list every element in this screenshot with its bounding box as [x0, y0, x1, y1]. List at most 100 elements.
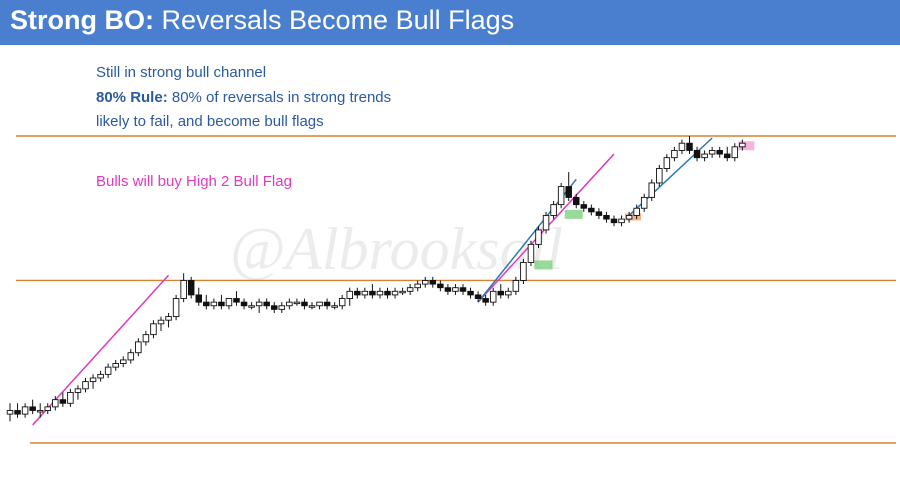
title-bold: Strong BO: [10, 5, 154, 35]
candle-body [323, 301, 331, 307]
candle-body [452, 287, 459, 292]
candle-body [739, 142, 746, 148]
candle-body [97, 373, 104, 379]
candle-body [437, 283, 444, 289]
title-bar [0, 0, 900, 45]
candle-body [157, 319, 165, 325]
candle-body [527, 243, 535, 263]
pink-box [738, 141, 755, 151]
candle-body [82, 381, 89, 390]
candle-body [14, 410, 21, 415]
note-line-1: Still in strong bull channel [96, 64, 267, 81]
candle-body [391, 290, 399, 296]
candle-body [218, 301, 225, 307]
candle-body [263, 301, 270, 307]
candle-body [422, 280, 429, 285]
candle-body [354, 290, 361, 296]
candle-body [640, 196, 648, 209]
candle-body [195, 294, 202, 303]
candle-body [89, 377, 97, 383]
candle-body [240, 301, 248, 307]
candle-body [316, 301, 323, 307]
candle-body [278, 305, 286, 310]
candle-body [384, 290, 391, 296]
candle-body [74, 388, 82, 393]
candle-body [731, 146, 739, 159]
candle-body [482, 298, 489, 303]
candle-body [248, 305, 255, 308]
candle-body [376, 290, 384, 296]
candle-body [127, 352, 135, 361]
candle-body [512, 280, 520, 292]
orange-box [625, 213, 642, 221]
candle-body [595, 211, 603, 216]
candle-body [331, 305, 338, 308]
candle-body [414, 283, 421, 289]
candle-body [497, 290, 505, 296]
candle-body [150, 323, 157, 336]
candle-body [180, 280, 187, 299]
candle-body [693, 149, 701, 159]
candle-body [361, 290, 369, 296]
candle-body [119, 359, 127, 364]
candle-body [369, 290, 376, 296]
page-title: Strong BO: Reversals Become Bull Flags [10, 5, 514, 36]
candle-body [686, 142, 693, 151]
candle-body [444, 287, 452, 292]
candle-body [59, 399, 67, 404]
rule-rest: 80% of reversals in strong trends [167, 89, 392, 106]
candle-body [535, 229, 542, 245]
candle-body [308, 305, 316, 308]
candle-body [724, 153, 731, 159]
candle-body [44, 406, 52, 411]
candle-body [135, 341, 142, 354]
candle-body [6, 410, 14, 415]
candle-body [286, 301, 293, 307]
green-box [534, 260, 553, 270]
candle-body [293, 301, 301, 305]
price-chart [6, 135, 896, 444]
candle-body [565, 186, 572, 198]
candle-body [67, 391, 74, 404]
candle-body [474, 294, 482, 299]
candle-body [21, 406, 29, 415]
candle-body [716, 149, 723, 155]
note-pink: Bulls will buy High 2 Bull Flag [96, 173, 292, 190]
candle-body [580, 204, 588, 209]
candle-body [346, 290, 354, 299]
candle-body [104, 366, 112, 375]
candle-body [399, 290, 406, 294]
candle-body [701, 153, 708, 159]
candle-body [489, 290, 497, 303]
candle-body [187, 280, 195, 296]
candle-body [708, 149, 716, 155]
note-line-3: likely to fail, and become bull flags [96, 113, 324, 130]
candle-body [271, 305, 278, 310]
candle-body [671, 149, 678, 159]
candle-body [656, 168, 663, 184]
candle-body [112, 363, 119, 368]
candle-body [573, 196, 580, 206]
green-box [564, 209, 583, 219]
candle-body [36, 410, 44, 413]
candle-body [648, 182, 656, 198]
candle-body [338, 298, 346, 307]
candle-body [542, 215, 550, 231]
candle-body [52, 399, 59, 408]
candle-body [429, 280, 437, 285]
candle-body [520, 261, 527, 281]
candle-body [406, 287, 414, 292]
candle-body [459, 287, 467, 292]
candle-body [625, 215, 633, 220]
candle-body [505, 290, 512, 296]
candle-body [633, 207, 640, 216]
candle-body [618, 218, 625, 224]
candle-body [557, 186, 565, 206]
candle-body [678, 142, 686, 151]
candle-body [550, 204, 557, 216]
candle-body [610, 218, 618, 224]
candle-body [210, 301, 218, 307]
candle-body [142, 334, 150, 343]
rule-bold: 80% Rule: [96, 89, 168, 106]
note-line-2: 80% Rule: 80% of reversals in strong tre… [96, 89, 391, 106]
